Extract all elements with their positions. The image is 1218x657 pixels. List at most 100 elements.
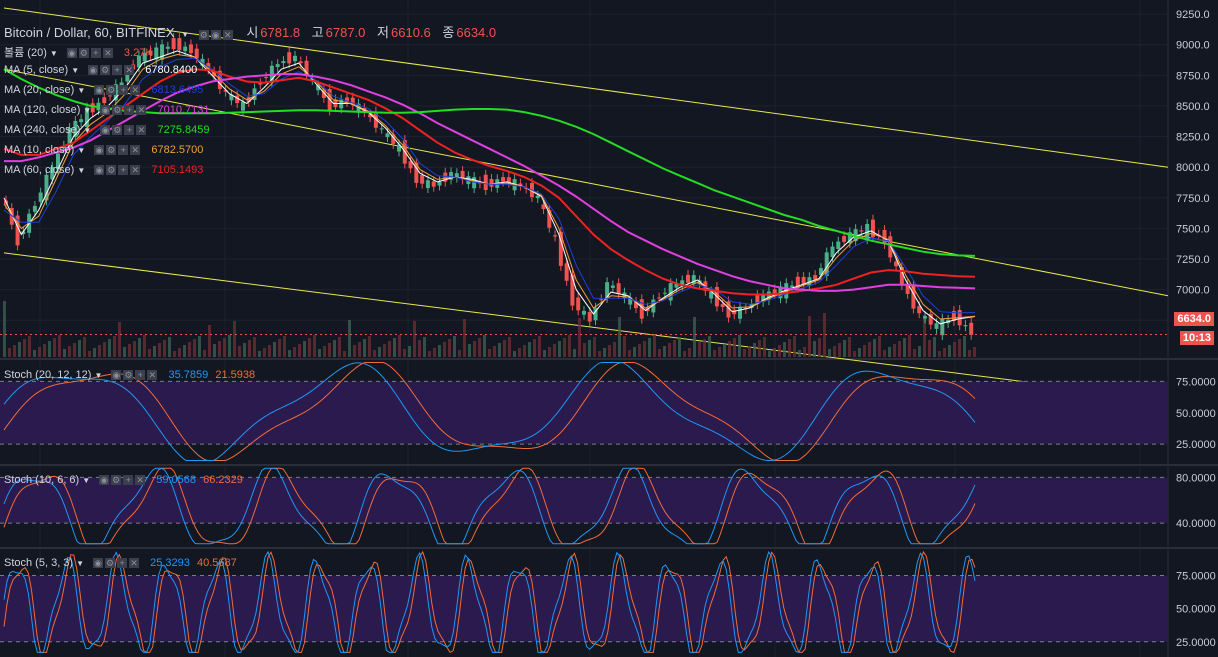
volume-bar: [338, 337, 341, 357]
close-icon[interactable]: ✕: [130, 145, 141, 156]
eye-icon[interactable]: ◉: [210, 30, 221, 41]
settings-icon[interactable]: ⚙: [105, 558, 116, 569]
close-icon[interactable]: ✕: [136, 105, 147, 116]
plus-icon[interactable]: +: [118, 165, 129, 176]
settings-icon[interactable]: ⚙: [123, 370, 134, 381]
close-icon[interactable]: ✕: [135, 475, 146, 486]
indicator-row-ma120[interactable]: MA (120, close) ▼ ◉ ⚙ + ✕ 7010.7131: [4, 104, 209, 116]
indicator-row-ma60[interactable]: MA (60, close) ▼ ◉ ⚙ + ✕ 7105.1493: [4, 164, 203, 176]
candle: [766, 291, 771, 301]
candle: [379, 128, 384, 130]
chevron-down-icon[interactable]: ▼: [181, 30, 190, 39]
settings-icon[interactable]: ⚙: [111, 475, 122, 486]
eye-icon[interactable]: ◉: [100, 125, 111, 136]
close-icon[interactable]: ✕: [222, 30, 233, 41]
volume-bar: [648, 338, 651, 357]
eye-icon[interactable]: ◉: [100, 105, 111, 116]
close-icon[interactable]: ✕: [147, 370, 158, 381]
candle: [420, 175, 425, 184]
candle: [298, 61, 303, 64]
close-icon[interactable]: ✕: [124, 65, 135, 76]
eye-icon[interactable]: ◉: [88, 65, 99, 76]
volume-bar: [218, 341, 221, 357]
symbol-title[interactable]: Bitcoin / Dollar, 60, BITFINEX: [4, 25, 175, 40]
settings-icon[interactable]: ⚙: [112, 105, 123, 116]
candle: [842, 236, 847, 242]
eye-icon[interactable]: ◉: [94, 145, 105, 156]
settings-icon[interactable]: ⚙: [198, 30, 209, 41]
settings-icon[interactable]: ⚙: [106, 85, 117, 96]
ma-line: [3, 57, 976, 314]
indicator-row-ma240[interactable]: MA (240, close) ▼ ◉ ⚙ + ✕ 7275.8459: [4, 124, 209, 136]
indicator-row-ma20[interactable]: MA (20, close) ▼ ◉ ⚙ + ✕ 6813.6495: [4, 84, 203, 96]
volume-bar: [398, 335, 401, 357]
eye-icon[interactable]: ◉: [66, 48, 77, 59]
settings-icon[interactable]: ⚙: [100, 65, 111, 76]
volume-bar: [478, 338, 481, 357]
candle: [905, 283, 910, 294]
volume-bar: [33, 350, 36, 357]
settings-icon[interactable]: ⚙: [112, 125, 123, 136]
stoch-legend-3[interactable]: Stoch (5, 3, 3) ▼ ◉ ⚙ + ✕ 25.3293 40.5687: [4, 557, 237, 569]
volume-bar: [298, 344, 301, 357]
volume-bar: [413, 321, 416, 357]
close-icon[interactable]: ✕: [130, 85, 141, 96]
close-icon[interactable]: ✕: [102, 48, 113, 59]
eye-icon[interactable]: ◉: [94, 165, 105, 176]
chevron-down-icon[interactable]: ▼: [82, 476, 91, 485]
close-icon[interactable]: ✕: [136, 125, 147, 136]
plus-icon[interactable]: +: [118, 85, 129, 96]
volume-bar: [788, 339, 791, 357]
eye-icon[interactable]: ◉: [111, 370, 122, 381]
settings-icon[interactable]: ⚙: [106, 145, 117, 156]
candle: [790, 285, 795, 288]
chevron-down-icon[interactable]: ▼: [71, 66, 80, 75]
volume-bar: [308, 338, 311, 357]
chevron-down-icon[interactable]: ▼: [77, 166, 86, 175]
volume-bar: [263, 348, 266, 357]
stoch-legend-2[interactable]: Stoch (10, 6, 6) ▼ ◉ ⚙ + ✕ 59.0568 66.2329: [4, 474, 243, 486]
stoch-k-value: 25.3293: [150, 557, 190, 569]
price-axis-label: 9000.0: [1176, 40, 1210, 52]
plus-icon[interactable]: +: [112, 65, 123, 76]
close-icon[interactable]: ✕: [130, 165, 141, 176]
candle: [148, 50, 153, 56]
volume-bar: [463, 319, 466, 357]
settings-icon[interactable]: ⚙: [78, 48, 89, 59]
chevron-down-icon[interactable]: ▼: [83, 106, 92, 115]
settings-icon[interactable]: ⚙: [106, 165, 117, 176]
close-icon[interactable]: ✕: [129, 558, 140, 569]
volume-bar: [528, 342, 531, 357]
plus-icon[interactable]: +: [123, 475, 134, 486]
chevron-down-icon[interactable]: ▼: [77, 86, 86, 95]
candle: [454, 173, 459, 178]
plus-icon[interactable]: +: [117, 558, 128, 569]
indicator-row-ma5[interactable]: MA (5, close) ▼ ◉ ⚙ + ✕ 6780.8400: [4, 64, 197, 76]
volume-bar: [513, 351, 516, 357]
indicator-buttons: ◉ ⚙ + ✕: [93, 557, 141, 569]
eye-icon[interactable]: ◉: [94, 85, 105, 96]
chevron-down-icon[interactable]: ▼: [94, 371, 103, 380]
stoch-axis-label: 50.0000: [1176, 604, 1216, 616]
chevron-down-icon[interactable]: ▼: [83, 126, 92, 135]
candle: [391, 134, 396, 144]
indicator-row-ma10[interactable]: MA (10, close) ▼ ◉ ⚙ + ✕ 6782.5700: [4, 144, 203, 156]
plus-icon[interactable]: +: [90, 48, 101, 59]
indicator-row-volume[interactable]: 볼륨 (20) ▼ ◉ ⚙ + ✕ 3.27K: [4, 44, 153, 60]
plus-icon[interactable]: +: [124, 105, 135, 116]
eye-icon[interactable]: ◉: [93, 558, 104, 569]
candle: [818, 268, 823, 276]
plus-icon[interactable]: +: [118, 145, 129, 156]
stoch-legend-1[interactable]: Stoch (20, 12, 12) ▼ ◉ ⚙ + ✕ 35.7859 21.5938: [4, 369, 255, 381]
volume-bar: [888, 347, 891, 357]
chevron-down-icon[interactable]: ▼: [76, 559, 85, 568]
chevron-down-icon[interactable]: ▼: [77, 146, 86, 155]
volume-bar: [723, 344, 726, 357]
eye-icon[interactable]: ◉: [99, 475, 110, 486]
plus-icon[interactable]: +: [135, 370, 146, 381]
candle: [171, 37, 176, 50]
indicator-buttons: ◉ ⚙ + ✕: [100, 104, 148, 116]
plus-icon[interactable]: +: [124, 125, 135, 136]
chevron-down-icon[interactable]: ▼: [49, 49, 58, 58]
